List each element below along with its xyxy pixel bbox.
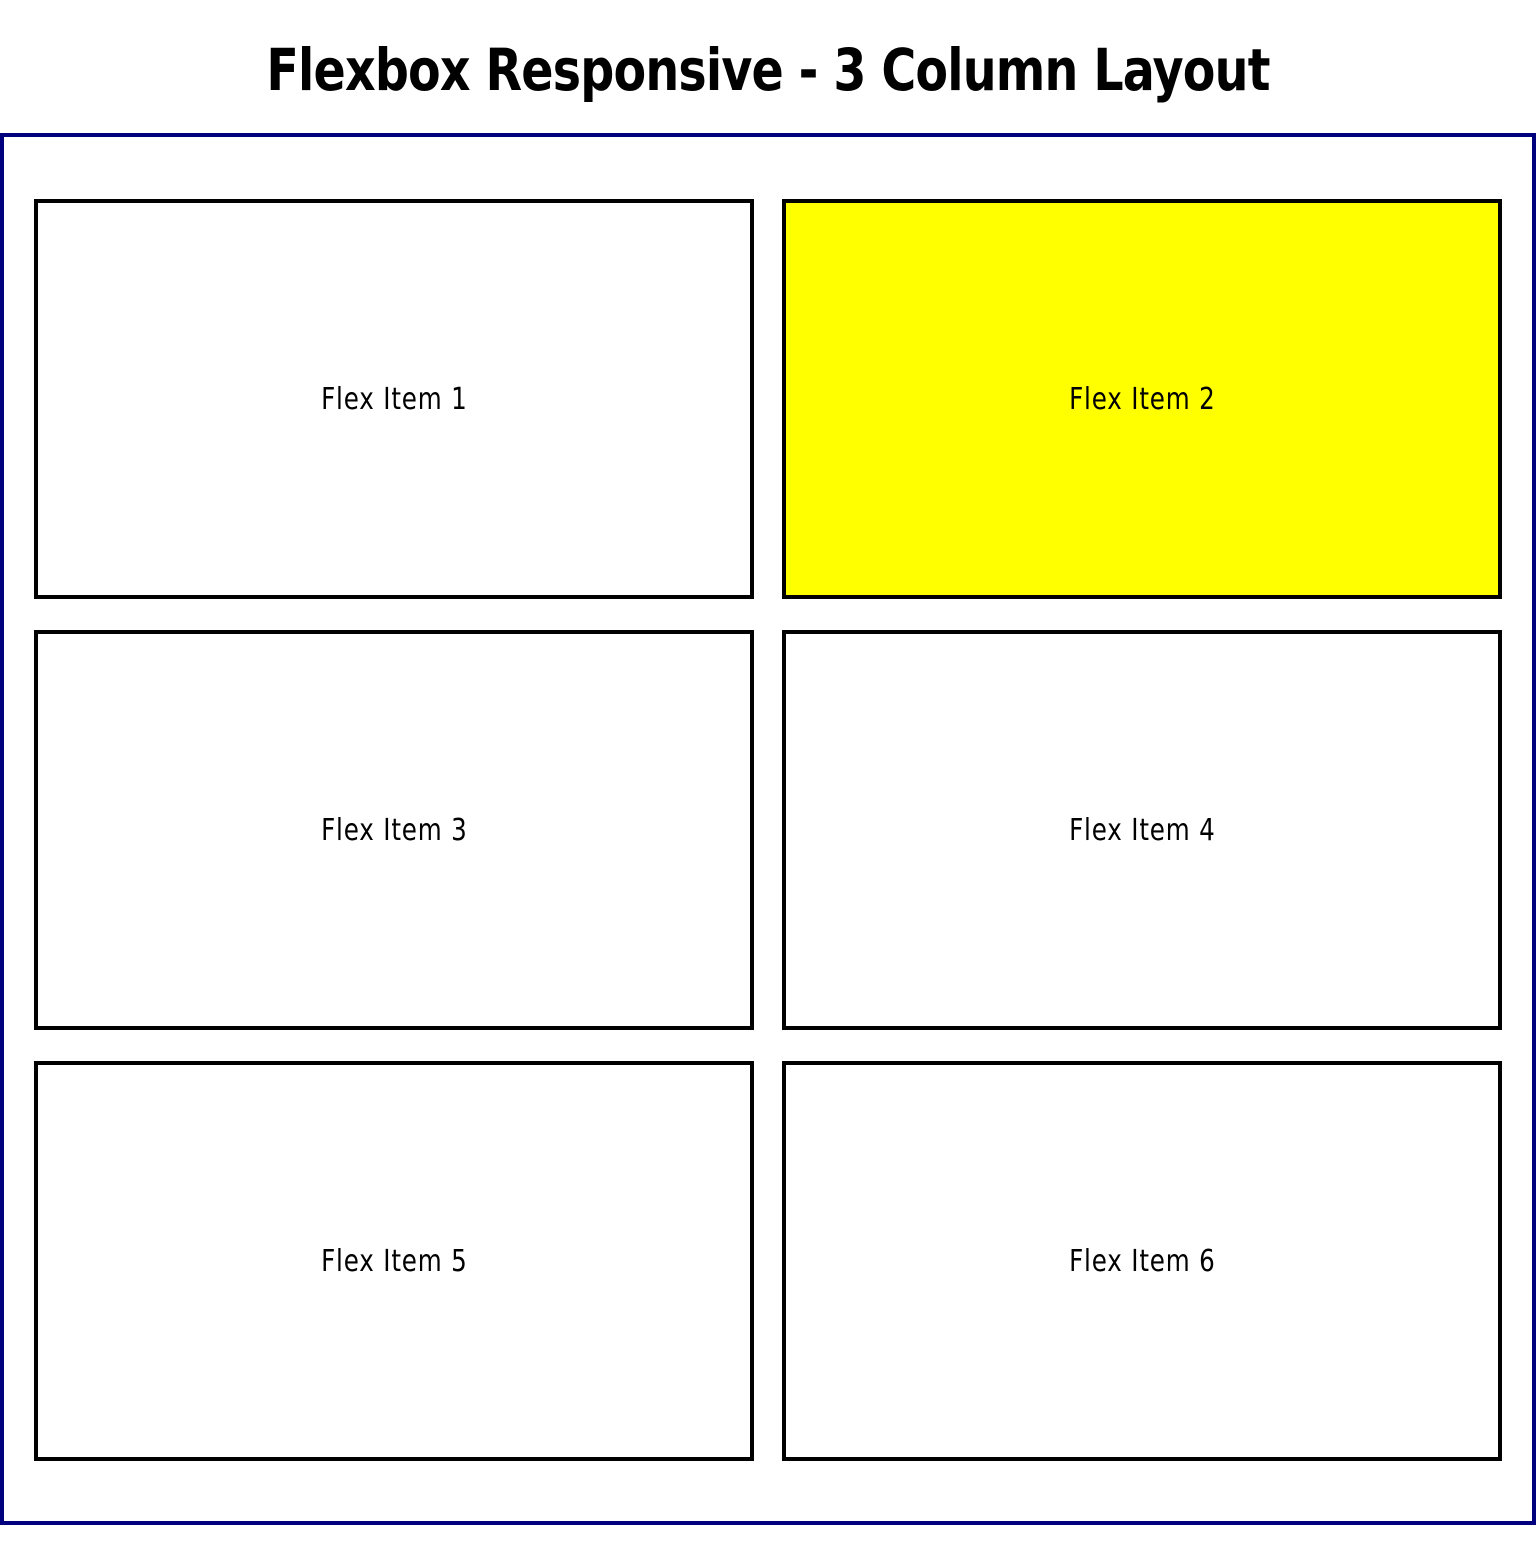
flex-item-label: Flex Item 1 [320, 381, 468, 417]
flex-item-label: Flex Item 6 [1068, 1243, 1216, 1279]
flex-item-label: Flex Item 5 [320, 1243, 468, 1279]
flex-item-label: Flex Item 2 [1068, 381, 1216, 417]
flex-item-label: Flex Item 4 [1068, 812, 1216, 848]
page-title: Flexbox Responsive - 3 Column Layout [266, 36, 1270, 104]
flex-item-label: Flex Item 3 [320, 812, 468, 848]
flex-item-1: Flex Item 1 [34, 199, 754, 599]
flex-item-5: Flex Item 5 [34, 1061, 754, 1461]
flex-item-6: Flex Item 6 [782, 1061, 1502, 1461]
flex-item-3: Flex Item 3 [34, 630, 754, 1030]
flex-item-2: Flex Item 2 [782, 199, 1502, 599]
flex-item-4: Flex Item 4 [782, 630, 1502, 1030]
flex-container: Flex Item 1 Flex Item 2 Flex Item 3 Flex… [0, 133, 1536, 1525]
